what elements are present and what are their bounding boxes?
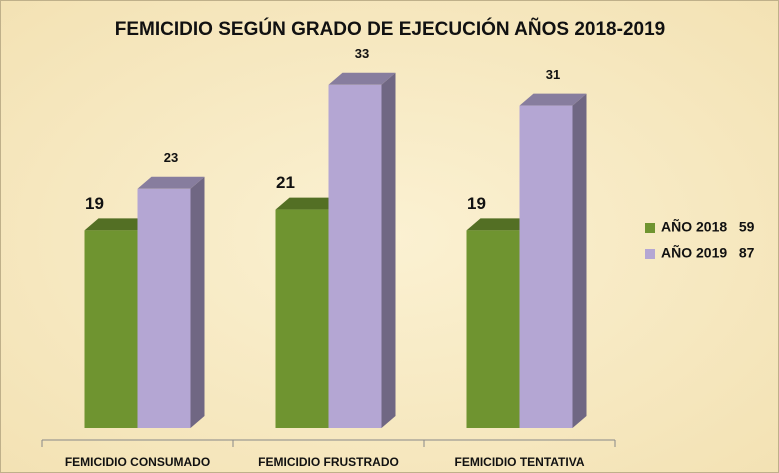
bar-top bbox=[84, 218, 152, 231]
chart-title: FEMICIDIO SEGÚN GRADO DE EJECUCIÓN AÑOS … bbox=[115, 18, 665, 40]
x-tick-label: FEMICIDIO TENTATIVA bbox=[455, 455, 585, 469]
bar-top bbox=[275, 197, 343, 210]
bar-front bbox=[84, 230, 138, 428]
bar-front bbox=[466, 230, 520, 428]
data-label: 33 bbox=[355, 46, 369, 61]
x-tick-label: FEMICIDIO FRUSTRADO bbox=[258, 455, 399, 469]
legend-swatch bbox=[645, 249, 655, 259]
bar-front bbox=[328, 84, 382, 429]
legend-swatch bbox=[645, 223, 655, 233]
bar-top bbox=[328, 72, 396, 85]
x-tick-label: FEMICIDIO CONSUMADO bbox=[65, 455, 210, 469]
data-label: 19 bbox=[85, 194, 104, 213]
bar-front bbox=[137, 188, 191, 428]
bar-front bbox=[275, 209, 329, 428]
bar-top bbox=[519, 93, 587, 106]
bar-top bbox=[466, 218, 534, 231]
bar-side bbox=[381, 72, 396, 429]
bar-side bbox=[572, 93, 587, 428]
bar-top bbox=[137, 176, 205, 189]
bar bbox=[137, 176, 205, 428]
bar-side bbox=[190, 176, 205, 428]
data-label: 23 bbox=[164, 150, 178, 165]
data-label: 19 bbox=[467, 194, 486, 213]
legend-label: AÑO 2018 59 bbox=[661, 218, 755, 235]
data-label: 31 bbox=[546, 67, 560, 82]
bar bbox=[328, 72, 396, 429]
legend-label: AÑO 2019 87 bbox=[661, 244, 755, 261]
bar bbox=[519, 93, 587, 428]
bar-front bbox=[519, 105, 573, 428]
data-label: 21 bbox=[276, 173, 295, 192]
